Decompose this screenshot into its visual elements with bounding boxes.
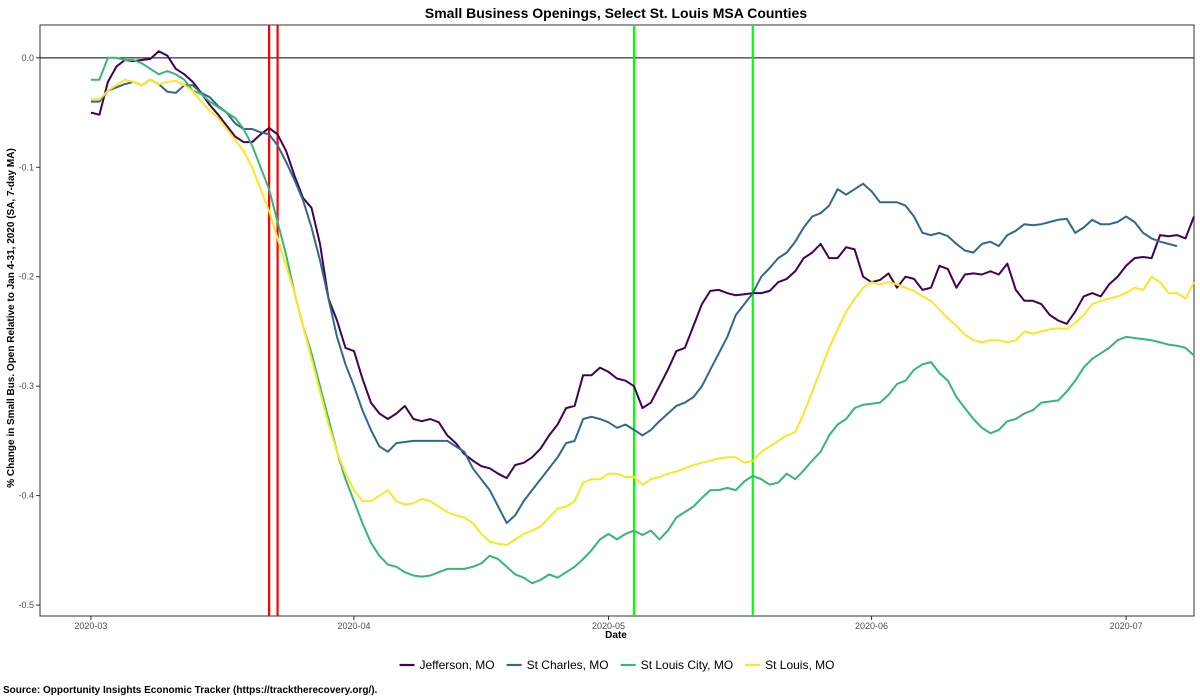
series-line-st-louis-mo bbox=[90, 78, 1195, 546]
x-tick-label: 2020-06 bbox=[855, 621, 888, 631]
y-axis-title: % Change in Small Bus. Open Relative to … bbox=[6, 148, 17, 488]
legend-item: St Charles, MO bbox=[506, 658, 609, 672]
legend-item: Jefferson, MO bbox=[399, 658, 495, 672]
x-axis: 2020-03 2020-04 2020-05 2020-06 2020-07 bbox=[74, 616, 1143, 631]
legend-item: St Louis City, MO bbox=[620, 658, 733, 672]
legend: Jefferson, MO St Charles, MO St Louis City… bbox=[399, 658, 834, 672]
y-tick-label: -0.3 bbox=[18, 381, 34, 391]
x-tick-label: 2020-07 bbox=[1110, 621, 1143, 631]
y-tick-label: -0.5 bbox=[18, 600, 34, 610]
legend-label: St Louis City, MO bbox=[641, 658, 733, 672]
series-line-st-charles-mo bbox=[90, 78, 1178, 524]
x-axis-title: Date bbox=[605, 630, 627, 641]
reference-lines bbox=[40, 25, 1194, 616]
y-tick-label: -0.2 bbox=[18, 272, 34, 282]
series-line-jefferson-mo bbox=[90, 50, 1195, 480]
y-tick-label: 0.0 bbox=[21, 53, 34, 63]
y-axis: 0.0 -0.1 -0.2 -0.3 -0.4 -0.5 bbox=[18, 53, 40, 610]
series-line-st-louis-city-mo bbox=[90, 56, 1195, 585]
series-lines bbox=[90, 50, 1195, 585]
x-tick-label: 2020-04 bbox=[337, 621, 370, 631]
legend-item: St Louis, MO bbox=[745, 658, 834, 672]
chart-title: Small Business Openings, Select St. Loui… bbox=[425, 5, 807, 21]
x-tick-label: 2020-05 bbox=[592, 621, 625, 631]
legend-label: Jefferson, MO bbox=[420, 658, 495, 672]
plot-panel-border bbox=[39, 24, 1195, 617]
y-tick-label: -0.1 bbox=[18, 162, 34, 172]
y-tick-label: -0.4 bbox=[18, 491, 34, 501]
x-tick-label: 2020-03 bbox=[74, 621, 107, 631]
legend-label: St Charles, MO bbox=[527, 658, 609, 672]
source-caption: Source: Opportunity Insights Economic Tr… bbox=[3, 685, 378, 696]
legend-label: St Louis, MO bbox=[765, 658, 834, 672]
